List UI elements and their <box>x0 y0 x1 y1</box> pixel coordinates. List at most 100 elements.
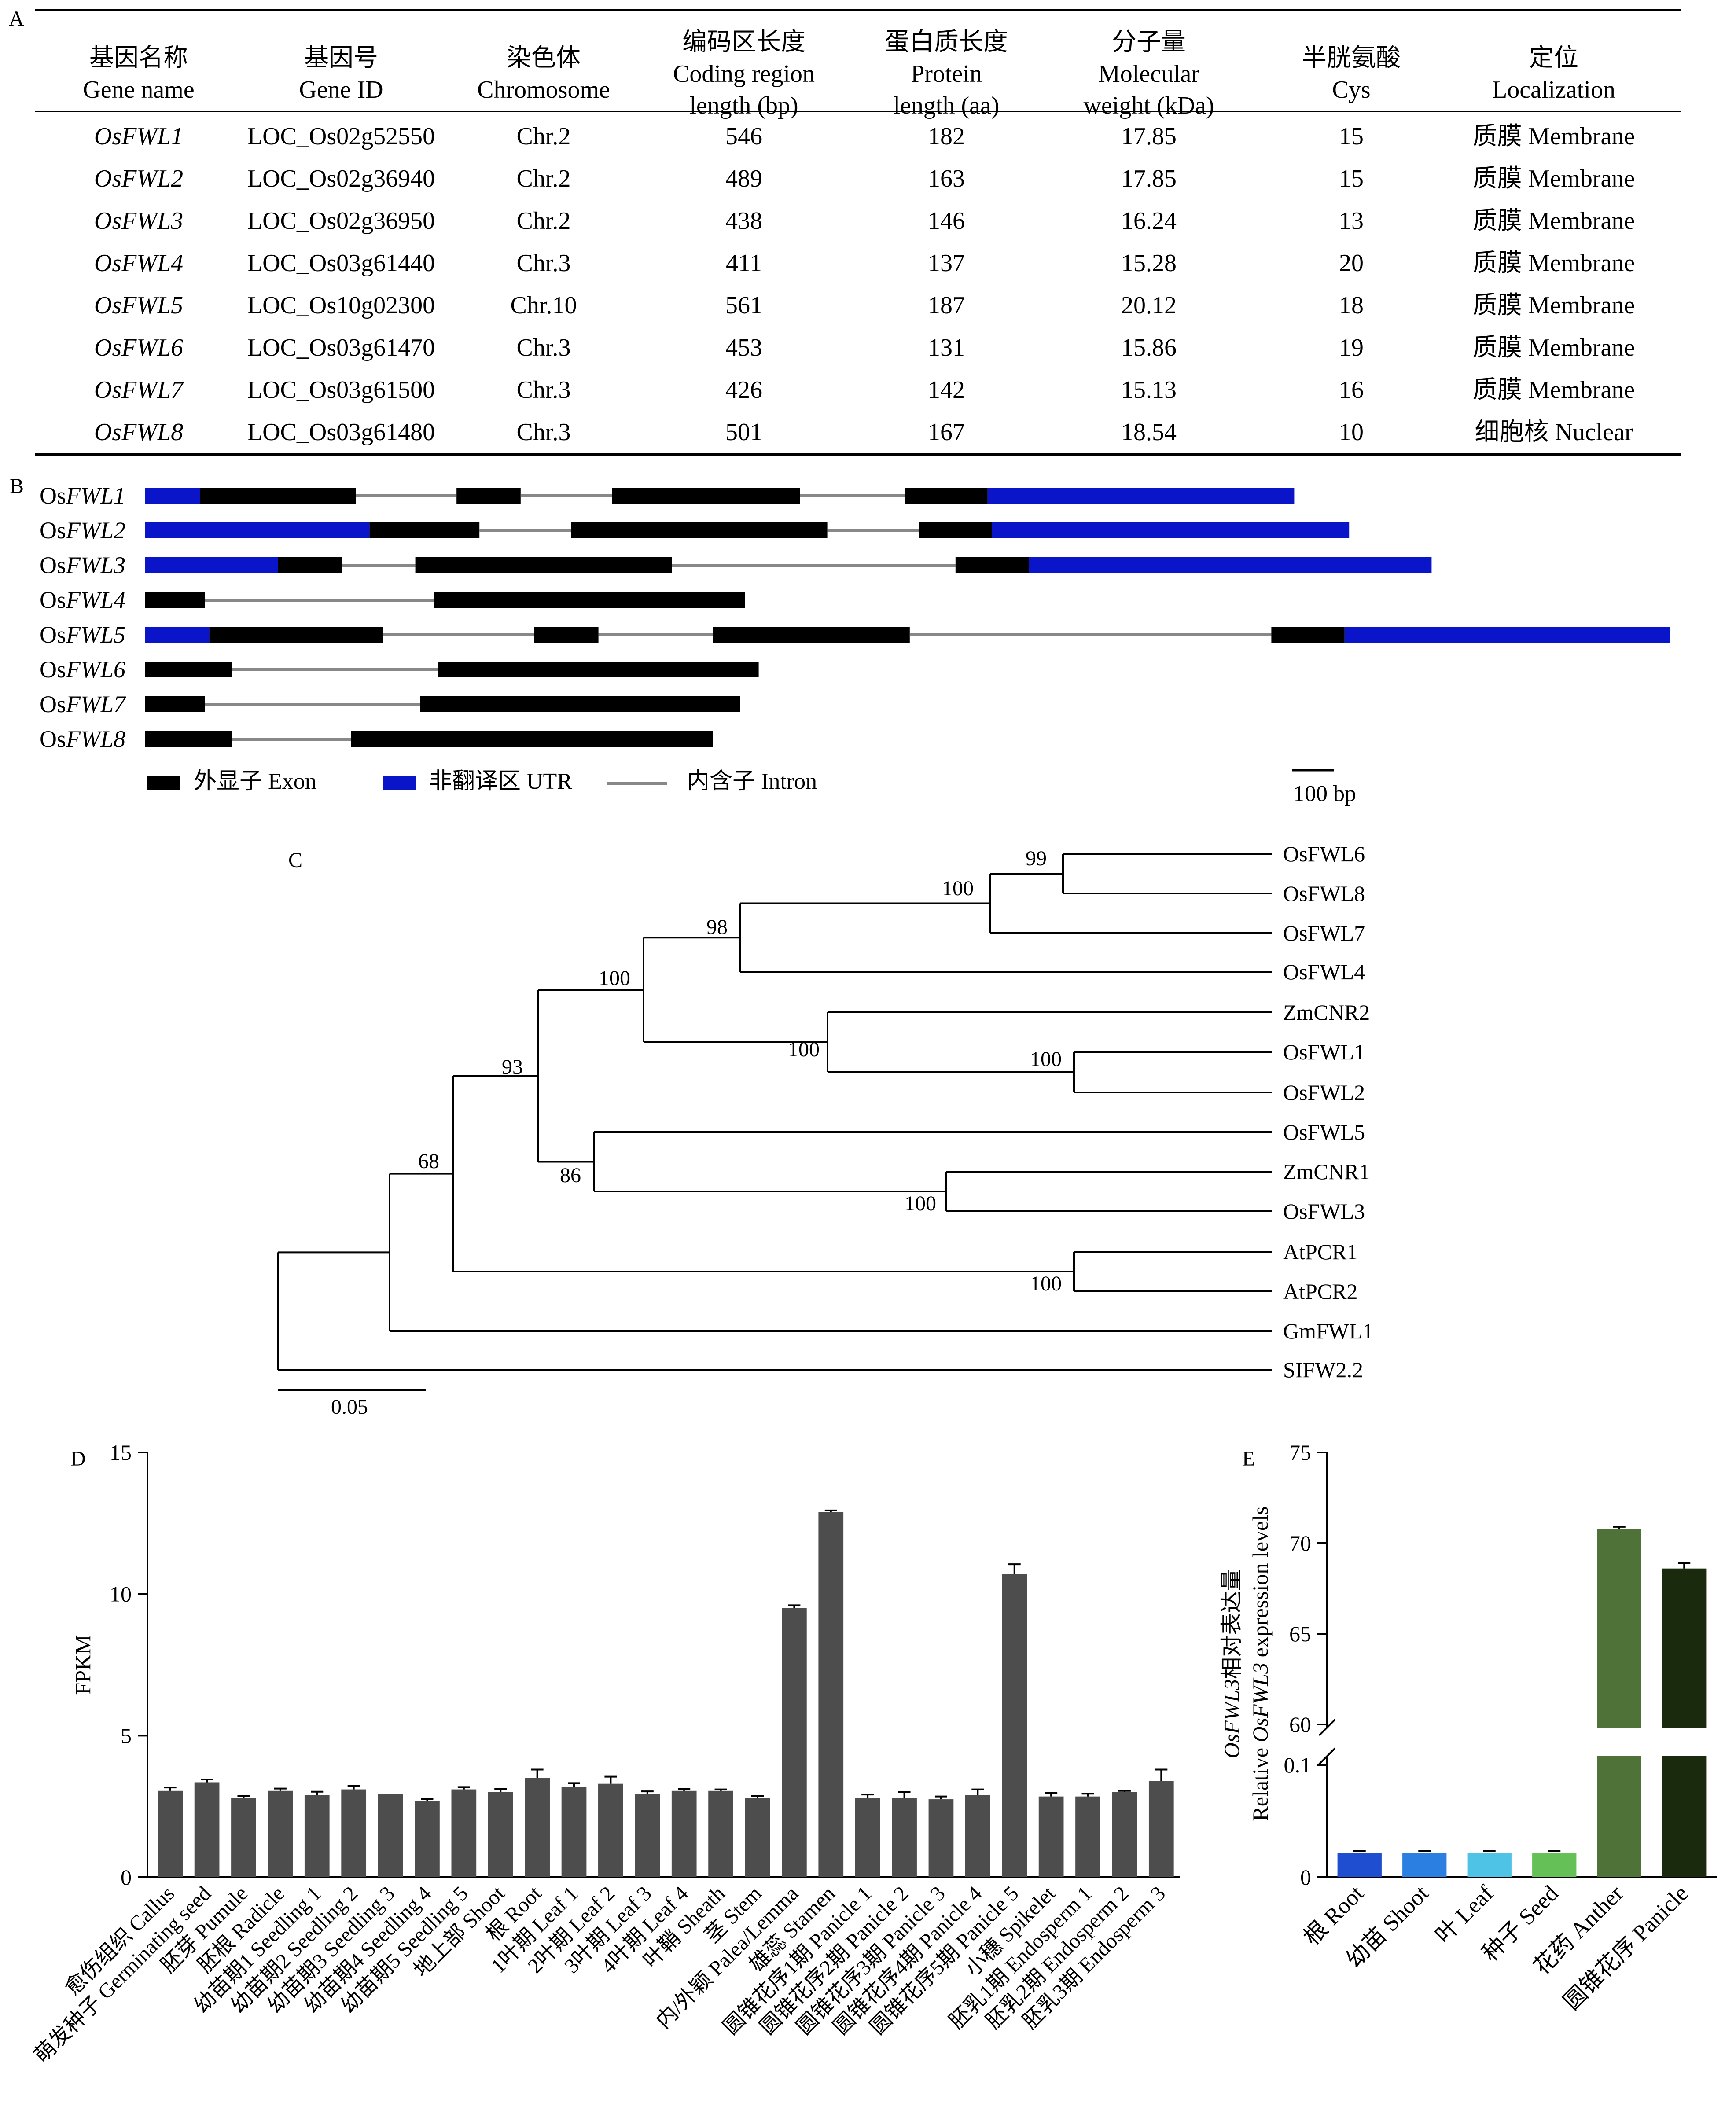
intron-line <box>672 564 956 567</box>
y-axis-label-zh: OsFWL3相对表达量 <box>1219 1569 1244 1759</box>
fpkm-bar <box>561 1787 587 1877</box>
gene-name-cell: OsFWL4 <box>94 250 184 277</box>
taxon-label: AtPCR1 <box>1283 1239 1358 1264</box>
fpkm-bar <box>598 1783 623 1877</box>
bootstrap-value: 98 <box>706 915 728 939</box>
gene-name-cell: OsFWL6 <box>94 334 184 361</box>
intron-line <box>342 564 416 567</box>
table-cell: 146 <box>928 207 965 235</box>
taxon-label: OsFWL6 <box>1283 842 1365 866</box>
expression-bar <box>1532 1853 1577 1877</box>
table-cell: 501 <box>725 419 762 446</box>
exon-block <box>612 488 800 504</box>
column-header: 基因号 Gene ID <box>242 42 440 106</box>
table-cell: 167 <box>928 419 965 446</box>
table-cell: LOC_Os02g36940 <box>247 165 435 192</box>
table-cell: 20 <box>1339 250 1364 277</box>
gene-label: OsFWL3 <box>40 552 125 578</box>
exon-block <box>534 627 599 643</box>
expression-bar <box>1337 1853 1382 1877</box>
y-tick-label: 0.1 <box>1284 1753 1312 1777</box>
y-tick-label: 5 <box>121 1723 132 1748</box>
taxon-label: OsFWL7 <box>1283 921 1365 945</box>
intron-line <box>479 529 571 532</box>
y-tick-label: 15 <box>110 1440 132 1465</box>
column-header: 定位 Localization <box>1439 42 1668 106</box>
table-cell: LOC_Os02g36950 <box>247 207 435 235</box>
intron-line <box>356 494 457 497</box>
expression-bar <box>1662 1568 1707 1728</box>
gene-name-cell: OsFWL8 <box>94 419 184 446</box>
exon-block <box>420 696 740 712</box>
table-cell: 489 <box>725 165 762 192</box>
panel-c-label: C <box>288 849 302 872</box>
legend-intron-swatch <box>607 782 667 785</box>
gene-name-cell: OsFWL1 <box>94 123 184 150</box>
table-cell: 142 <box>928 376 965 404</box>
bootstrap-value: 100 <box>599 967 630 990</box>
table-cell: 163 <box>928 165 965 192</box>
y-tick-label: 0 <box>121 1865 132 1889</box>
axis-break-mark <box>1318 1747 1336 1765</box>
exon-block <box>145 696 205 712</box>
table-cell: 15 <box>1339 123 1364 150</box>
header-en: Molecular <box>1098 60 1200 88</box>
table-cell: 15.28 <box>1121 250 1177 277</box>
exon-block <box>919 522 992 538</box>
exon-block <box>955 557 1029 573</box>
header-zh: 蛋白质长度 <box>885 29 1008 56</box>
header-en: Coding region <box>673 60 815 88</box>
expression-bar <box>1402 1853 1447 1877</box>
intron-line <box>383 633 534 636</box>
exon-block <box>145 592 205 608</box>
legend-utr-swatch <box>383 776 416 790</box>
table-cell: 131 <box>928 334 965 361</box>
gene-label: OsFWL6 <box>40 656 125 683</box>
y-tick-label: 0 <box>1300 1865 1311 1889</box>
intron-line <box>232 738 351 741</box>
taxon-label: OsFWL8 <box>1283 881 1365 906</box>
taxon-label: AtPCR2 <box>1283 1279 1358 1304</box>
panel-e-label: E <box>1242 1447 1255 1470</box>
legend-utr-label: 非翻译区 UTR <box>429 769 572 794</box>
intron-line <box>800 494 905 497</box>
table-cell: LOC_Os02g52550 <box>247 123 435 150</box>
tree-scale-label: 0.05 <box>331 1395 368 1417</box>
fpkm-bar <box>378 1794 403 1877</box>
exon-block <box>434 592 745 608</box>
table-cell: 质膜 Membrane <box>1472 292 1635 319</box>
exon-block <box>351 731 713 747</box>
header-zh: 基因名称 <box>89 44 188 72</box>
column-header: 基因名称 Gene name <box>44 42 233 106</box>
header-en: Chromosome <box>477 76 610 103</box>
fpkm-bar <box>855 1798 880 1877</box>
fpkm-bar <box>745 1798 770 1877</box>
taxon-label: SIFW2.2 <box>1283 1357 1363 1382</box>
expression-bar <box>1467 1853 1512 1877</box>
exon-block <box>438 662 759 677</box>
header-zh: 半胱氨酸 <box>1302 44 1401 72</box>
fpkm-bar <box>1148 1781 1174 1877</box>
table-cell: 411 <box>726 250 762 277</box>
exon-block <box>278 557 342 573</box>
bootstrap-value: 86 <box>560 1164 581 1187</box>
exon-block <box>209 627 383 643</box>
utr-block <box>1344 627 1670 643</box>
panel-d-label: D <box>70 1447 86 1470</box>
header-zh: 编码区长度 <box>682 29 805 56</box>
header-en: Gene ID <box>299 76 383 103</box>
gene-label: OsFWL1 <box>40 482 125 509</box>
header-en: Cys <box>1332 76 1371 103</box>
table-cell: 10 <box>1339 419 1364 446</box>
utr-block <box>987 488 1295 504</box>
exon-block <box>369 522 480 538</box>
table-cell: 453 <box>725 334 762 361</box>
header-en: length (bp) <box>689 92 798 119</box>
table-cell: 15 <box>1339 165 1364 192</box>
table-cell: Chr.2 <box>516 207 571 235</box>
column-header: 分子量 Molecular weight (kDa) <box>1056 26 1241 121</box>
y-tick-label: 60 <box>1289 1712 1311 1737</box>
utr-block <box>145 488 200 504</box>
